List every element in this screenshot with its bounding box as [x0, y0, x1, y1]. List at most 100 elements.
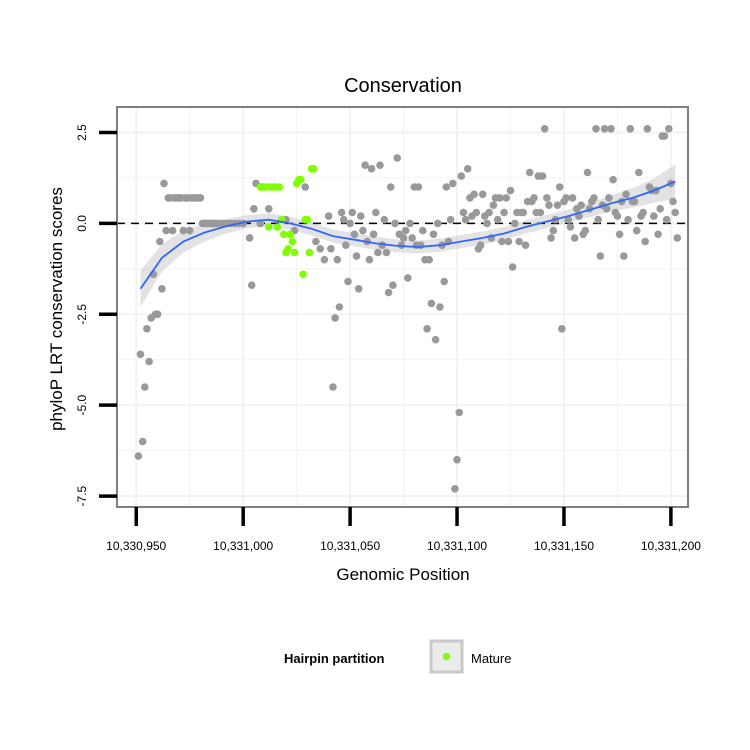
data-point — [434, 219, 442, 228]
points-other — [134, 125, 682, 493]
legend-key-box — [429, 639, 464, 674]
data-point-mature — [309, 165, 318, 173]
data-point — [374, 248, 382, 257]
data-point — [168, 226, 177, 235]
data-point — [461, 215, 470, 224]
data-point — [632, 226, 641, 235]
y-tick-label: 2.5 — [75, 124, 89, 141]
legend-key-mature — [442, 652, 451, 661]
data-point — [451, 485, 459, 493]
data-point — [662, 215, 671, 224]
data-point — [498, 237, 506, 246]
data-point-mature — [305, 248, 314, 257]
data-point — [457, 172, 466, 180]
data-point — [463, 165, 472, 173]
data-point — [376, 161, 384, 169]
data-point — [141, 383, 149, 391]
data-point — [545, 201, 553, 209]
data-point — [153, 310, 162, 319]
data-point — [519, 208, 528, 217]
y-tick-label: -7.5 — [75, 485, 89, 506]
data-point — [540, 125, 549, 133]
data-point — [583, 168, 592, 177]
chart-title: Conservation — [344, 75, 462, 97]
data-point — [506, 186, 515, 195]
y-tick-label: -5.0 — [75, 395, 89, 416]
data-point — [369, 230, 378, 239]
y-axis: 2.5 0.0 -2.5 -5.0 -7.5 — [75, 124, 117, 506]
confidence-band — [140, 164, 676, 307]
data-point — [331, 314, 339, 322]
data-point — [508, 263, 517, 271]
data-point — [643, 125, 652, 133]
data-point — [515, 237, 523, 246]
data-point — [361, 161, 369, 169]
data-point — [581, 226, 590, 235]
data-point — [671, 208, 679, 217]
data-point-mature — [273, 223, 282, 231]
data-point — [624, 215, 632, 224]
data-point — [320, 255, 329, 264]
data-point — [489, 201, 498, 209]
data-point — [564, 215, 572, 224]
data-point — [654, 230, 662, 239]
data-point — [485, 208, 493, 217]
data-point — [483, 219, 491, 228]
data-point — [656, 205, 664, 213]
legend-title: Hairpin partition — [284, 651, 384, 666]
data-point — [386, 183, 395, 191]
x-tick-label: 10,331,000 — [213, 539, 273, 553]
x-axis-title: Genomic Position — [336, 565, 469, 584]
data-point — [630, 197, 639, 206]
data-point — [470, 190, 478, 199]
data-point-mature — [303, 215, 312, 224]
data-point — [158, 285, 166, 293]
data-point — [592, 125, 600, 133]
y-tick-label: -2.5 — [75, 304, 89, 325]
data-point — [348, 208, 357, 217]
data-point — [145, 357, 153, 366]
data-point — [429, 230, 438, 239]
data-point — [425, 255, 434, 264]
data-point — [423, 325, 431, 333]
data-point — [391, 219, 399, 228]
data-point — [660, 132, 669, 140]
data-point — [393, 154, 402, 162]
data-point — [344, 277, 352, 286]
data-point — [342, 241, 350, 249]
data-point-mature — [265, 223, 273, 231]
x-axis: 10,330,950 10,331,000 10,331,050 10,331,100… — [106, 507, 701, 553]
data-point — [459, 208, 468, 217]
data-point-mature — [299, 270, 307, 279]
data-point — [427, 299, 436, 308]
smooth-trend-line — [139, 180, 676, 290]
data-point — [538, 172, 547, 180]
data-point — [511, 219, 519, 228]
data-point — [156, 237, 164, 246]
data-point — [553, 201, 562, 209]
data-point — [160, 179, 168, 188]
data-point — [543, 194, 551, 202]
data-point — [136, 350, 145, 359]
data-point-mature — [297, 175, 305, 184]
grid-lines — [117, 107, 688, 507]
data-point-mature — [288, 237, 297, 246]
data-point — [335, 303, 344, 311]
data-point — [525, 168, 534, 177]
data-point — [446, 215, 455, 224]
data-point — [620, 252, 628, 260]
data-point — [568, 194, 577, 202]
data-point — [256, 219, 265, 228]
data-point — [350, 230, 359, 239]
data-point — [382, 248, 391, 257]
data-point — [570, 234, 579, 242]
data-point — [372, 208, 380, 217]
data-point — [380, 215, 389, 224]
data-point — [384, 288, 393, 297]
data-point — [404, 274, 412, 282]
data-point — [359, 226, 367, 235]
data-point — [265, 205, 273, 213]
data-point — [301, 183, 310, 191]
data-point — [547, 234, 555, 242]
data-point — [408, 234, 416, 242]
